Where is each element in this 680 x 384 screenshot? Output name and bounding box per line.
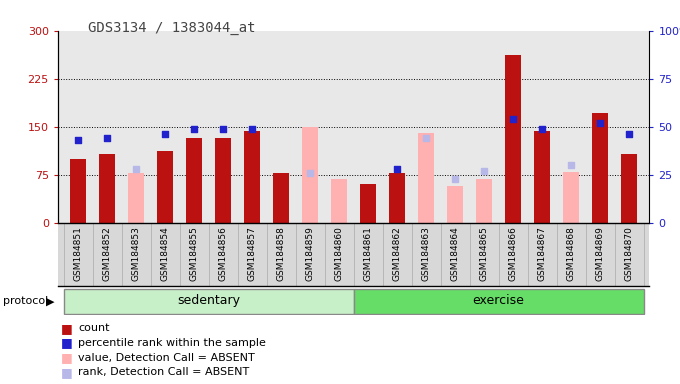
Text: GSM184856: GSM184856: [218, 226, 228, 281]
Text: ▶: ▶: [46, 296, 54, 306]
Text: value, Detection Call = ABSENT: value, Detection Call = ABSENT: [78, 353, 255, 362]
Point: [449, 175, 460, 182]
Text: GSM184859: GSM184859: [305, 226, 315, 281]
Bar: [360, 184, 376, 223]
Bar: [70, 159, 86, 223]
Text: exercise: exercise: [473, 295, 524, 308]
Text: protocol: protocol: [3, 296, 49, 306]
Bar: [64, 290, 354, 313]
Text: GSM184861: GSM184861: [364, 226, 373, 281]
Bar: [476, 179, 492, 223]
Bar: [302, 127, 318, 223]
Text: count: count: [78, 323, 109, 333]
Point: [566, 162, 577, 168]
Text: ■: ■: [61, 351, 73, 364]
Point: [305, 170, 316, 176]
Text: GSM184851: GSM184851: [73, 226, 82, 281]
Bar: [157, 151, 173, 223]
Bar: [389, 173, 405, 223]
Point: [624, 131, 634, 137]
Text: GSM184870: GSM184870: [625, 226, 634, 281]
Bar: [331, 179, 347, 223]
Point: [508, 116, 519, 122]
Text: GDS3134 / 1383044_at: GDS3134 / 1383044_at: [88, 21, 256, 35]
Point: [160, 131, 171, 137]
Point: [537, 126, 547, 132]
Point: [595, 120, 606, 126]
Text: GSM184865: GSM184865: [479, 226, 489, 281]
Point: [218, 126, 228, 132]
Bar: [592, 113, 608, 223]
Point: [479, 168, 490, 174]
Bar: [99, 154, 115, 223]
Text: GSM184860: GSM184860: [335, 226, 343, 281]
Bar: [244, 131, 260, 223]
Text: GSM184854: GSM184854: [160, 226, 169, 281]
Text: GSM184869: GSM184869: [596, 226, 605, 281]
Point: [188, 126, 199, 132]
Text: sedentary: sedentary: [177, 295, 240, 308]
Bar: [621, 154, 637, 223]
Text: GSM184862: GSM184862: [392, 226, 402, 281]
Bar: [128, 173, 144, 223]
Point: [73, 137, 84, 143]
Bar: [215, 138, 231, 223]
Text: percentile rank within the sample: percentile rank within the sample: [78, 338, 266, 348]
Text: GSM184868: GSM184868: [566, 226, 575, 281]
Text: GSM184858: GSM184858: [277, 226, 286, 281]
Text: GSM184857: GSM184857: [248, 226, 256, 281]
Bar: [418, 133, 434, 223]
Bar: [186, 138, 202, 223]
Point: [102, 135, 113, 141]
Bar: [505, 55, 521, 223]
Text: GSM184863: GSM184863: [422, 226, 430, 281]
Text: GSM184852: GSM184852: [103, 226, 112, 281]
Point: [131, 166, 141, 172]
Text: ■: ■: [61, 322, 73, 335]
Text: GSM184866: GSM184866: [509, 226, 517, 281]
Point: [421, 135, 432, 141]
Bar: [354, 290, 643, 313]
Text: GSM184867: GSM184867: [538, 226, 547, 281]
Text: GSM184853: GSM184853: [132, 226, 141, 281]
Bar: [273, 173, 289, 223]
Bar: [534, 131, 550, 223]
Text: GSM184864: GSM184864: [451, 226, 460, 281]
Point: [247, 126, 258, 132]
Text: rank, Detection Call = ABSENT: rank, Detection Call = ABSENT: [78, 367, 250, 377]
Text: ■: ■: [61, 336, 73, 349]
Text: ■: ■: [61, 366, 73, 379]
Bar: [447, 185, 463, 223]
Point: [392, 166, 403, 172]
Text: GSM184855: GSM184855: [190, 226, 199, 281]
Bar: [563, 172, 579, 223]
